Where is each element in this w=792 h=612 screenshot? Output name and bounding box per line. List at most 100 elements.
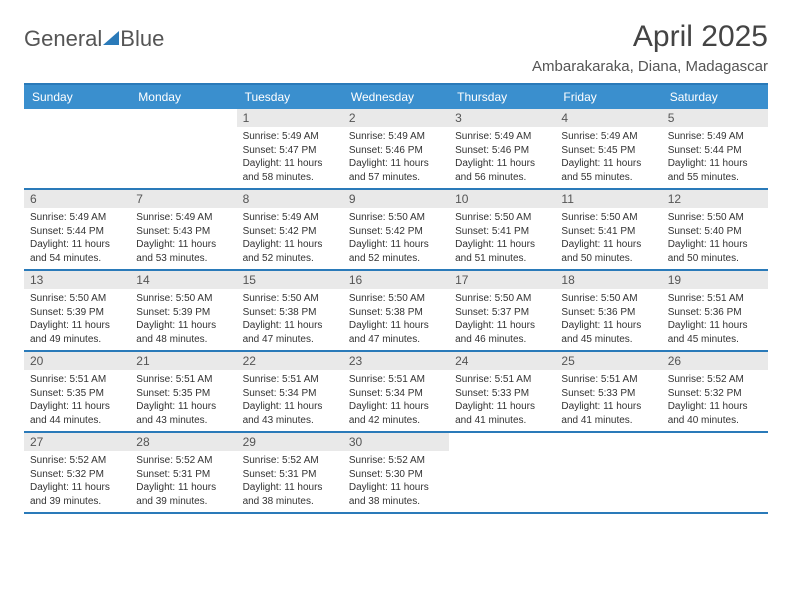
sunrise-text: Sunrise: 5:51 AM [668, 292, 762, 306]
daylight-text: Daylight: 11 hours and 43 minutes. [243, 400, 337, 427]
sunrise-text: Sunrise: 5:52 AM [668, 373, 762, 387]
sunset-text: Sunset: 5:35 PM [136, 387, 230, 401]
sunrise-text: Sunrise: 5:49 AM [349, 130, 443, 144]
day-cell-empty [24, 109, 130, 188]
logo-triangle-icon [103, 31, 119, 45]
sunrise-text: Sunrise: 5:50 AM [455, 292, 549, 306]
day-cell: 24Sunrise: 5:51 AMSunset: 5:33 PMDayligh… [449, 352, 555, 431]
day-number: 5 [662, 109, 768, 127]
daylight-text: Daylight: 11 hours and 52 minutes. [243, 238, 337, 265]
daylight-text: Daylight: 11 hours and 39 minutes. [136, 481, 230, 508]
day-header-monday: Monday [130, 85, 236, 109]
sunrise-text: Sunrise: 5:50 AM [30, 292, 124, 306]
day-number: 10 [449, 190, 555, 208]
day-content: Sunrise: 5:50 AMSunset: 5:39 PMDaylight:… [130, 289, 236, 350]
day-header-tuesday: Tuesday [237, 85, 343, 109]
day-content: Sunrise: 5:50 AMSunset: 5:38 PMDaylight:… [237, 289, 343, 350]
day-number: 19 [662, 271, 768, 289]
day-cell-empty [130, 109, 236, 188]
day-content: Sunrise: 5:49 AMSunset: 5:47 PMDaylight:… [237, 127, 343, 188]
sunset-text: Sunset: 5:34 PM [243, 387, 337, 401]
daylight-text: Daylight: 11 hours and 50 minutes. [668, 238, 762, 265]
calendar: SundayMondayTuesdayWednesdayThursdayFrid… [24, 83, 768, 514]
day-number: 9 [343, 190, 449, 208]
day-number: 11 [555, 190, 661, 208]
sunset-text: Sunset: 5:32 PM [30, 468, 124, 482]
daylight-text: Daylight: 11 hours and 41 minutes. [561, 400, 655, 427]
daylight-text: Daylight: 11 hours and 45 minutes. [668, 319, 762, 346]
day-number: 21 [130, 352, 236, 370]
daylight-text: Daylight: 11 hours and 40 minutes. [668, 400, 762, 427]
day-number: 27 [24, 433, 130, 451]
day-cell: 23Sunrise: 5:51 AMSunset: 5:34 PMDayligh… [343, 352, 449, 431]
day-number: 7 [130, 190, 236, 208]
sunrise-text: Sunrise: 5:52 AM [30, 454, 124, 468]
day-header-saturday: Saturday [662, 85, 768, 109]
sunset-text: Sunset: 5:35 PM [30, 387, 124, 401]
day-cell: 26Sunrise: 5:52 AMSunset: 5:32 PMDayligh… [662, 352, 768, 431]
day-number: 17 [449, 271, 555, 289]
day-content: Sunrise: 5:52 AMSunset: 5:32 PMDaylight:… [24, 451, 130, 512]
daylight-text: Daylight: 11 hours and 55 minutes. [668, 157, 762, 184]
daylight-text: Daylight: 11 hours and 46 minutes. [455, 319, 549, 346]
sunrise-text: Sunrise: 5:49 AM [455, 130, 549, 144]
day-content: Sunrise: 5:49 AMSunset: 5:44 PMDaylight:… [662, 127, 768, 188]
daylight-text: Daylight: 11 hours and 58 minutes. [243, 157, 337, 184]
day-cell: 8Sunrise: 5:49 AMSunset: 5:42 PMDaylight… [237, 190, 343, 269]
day-number: 26 [662, 352, 768, 370]
day-number: 24 [449, 352, 555, 370]
sunset-text: Sunset: 5:30 PM [349, 468, 443, 482]
day-content: Sunrise: 5:49 AMSunset: 5:42 PMDaylight:… [237, 208, 343, 269]
day-cell: 25Sunrise: 5:51 AMSunset: 5:33 PMDayligh… [555, 352, 661, 431]
day-number: 30 [343, 433, 449, 451]
day-number: 16 [343, 271, 449, 289]
daylight-text: Daylight: 11 hours and 48 minutes. [136, 319, 230, 346]
sunset-text: Sunset: 5:44 PM [668, 144, 762, 158]
daylight-text: Daylight: 11 hours and 57 minutes. [349, 157, 443, 184]
day-content: Sunrise: 5:49 AMSunset: 5:44 PMDaylight:… [24, 208, 130, 269]
sunrise-text: Sunrise: 5:51 AM [30, 373, 124, 387]
day-cell: 6Sunrise: 5:49 AMSunset: 5:44 PMDaylight… [24, 190, 130, 269]
day-number: 29 [237, 433, 343, 451]
logo-text-2: Blue [120, 26, 164, 52]
sunset-text: Sunset: 5:43 PM [136, 225, 230, 239]
sunrise-text: Sunrise: 5:49 AM [136, 211, 230, 225]
day-content: Sunrise: 5:52 AMSunset: 5:30 PMDaylight:… [343, 451, 449, 512]
day-content: Sunrise: 5:51 AMSunset: 5:34 PMDaylight:… [237, 370, 343, 431]
sunset-text: Sunset: 5:33 PM [455, 387, 549, 401]
day-content: Sunrise: 5:50 AMSunset: 5:37 PMDaylight:… [449, 289, 555, 350]
sunset-text: Sunset: 5:47 PM [243, 144, 337, 158]
day-content: Sunrise: 5:51 AMSunset: 5:36 PMDaylight:… [662, 289, 768, 350]
daylight-text: Daylight: 11 hours and 44 minutes. [30, 400, 124, 427]
week-row: 27Sunrise: 5:52 AMSunset: 5:32 PMDayligh… [24, 433, 768, 514]
day-number: 8 [237, 190, 343, 208]
sunrise-text: Sunrise: 5:50 AM [561, 211, 655, 225]
week-row: 20Sunrise: 5:51 AMSunset: 5:35 PMDayligh… [24, 352, 768, 433]
day-cell: 19Sunrise: 5:51 AMSunset: 5:36 PMDayligh… [662, 271, 768, 350]
day-number: 14 [130, 271, 236, 289]
sunset-text: Sunset: 5:31 PM [136, 468, 230, 482]
day-cell-empty [555, 433, 661, 512]
day-number: 1 [237, 109, 343, 127]
logo: General Blue [24, 20, 164, 52]
day-number: 2 [343, 109, 449, 127]
sunset-text: Sunset: 5:34 PM [349, 387, 443, 401]
day-content: Sunrise: 5:51 AMSunset: 5:35 PMDaylight:… [130, 370, 236, 431]
day-content: Sunrise: 5:50 AMSunset: 5:36 PMDaylight:… [555, 289, 661, 350]
sunset-text: Sunset: 5:36 PM [668, 306, 762, 320]
daylight-text: Daylight: 11 hours and 42 minutes. [349, 400, 443, 427]
day-cell: 10Sunrise: 5:50 AMSunset: 5:41 PMDayligh… [449, 190, 555, 269]
week-row: 1Sunrise: 5:49 AMSunset: 5:47 PMDaylight… [24, 109, 768, 190]
daylight-text: Daylight: 11 hours and 38 minutes. [243, 481, 337, 508]
sunrise-text: Sunrise: 5:50 AM [561, 292, 655, 306]
sunrise-text: Sunrise: 5:50 AM [349, 292, 443, 306]
day-number: 6 [24, 190, 130, 208]
day-number: 3 [449, 109, 555, 127]
day-cell: 3Sunrise: 5:49 AMSunset: 5:46 PMDaylight… [449, 109, 555, 188]
sunrise-text: Sunrise: 5:51 AM [136, 373, 230, 387]
day-content: Sunrise: 5:50 AMSunset: 5:41 PMDaylight:… [555, 208, 661, 269]
sunset-text: Sunset: 5:39 PM [136, 306, 230, 320]
sunrise-text: Sunrise: 5:49 AM [243, 211, 337, 225]
sunrise-text: Sunrise: 5:52 AM [349, 454, 443, 468]
day-header-row: SundayMondayTuesdayWednesdayThursdayFrid… [24, 85, 768, 109]
